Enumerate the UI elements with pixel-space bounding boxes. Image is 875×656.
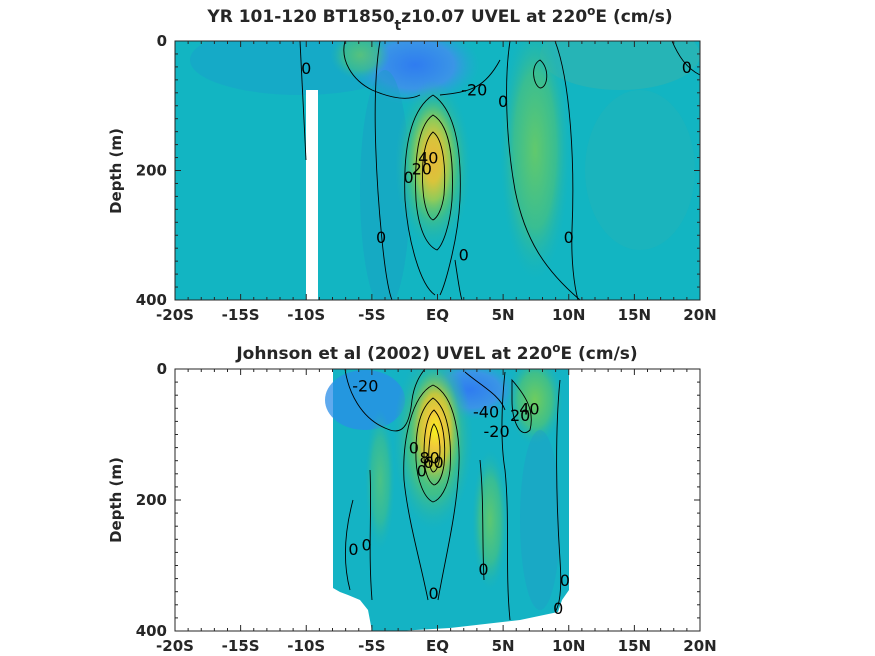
contour-label: 80 bbox=[419, 448, 439, 467]
x-tick-label: 5N bbox=[492, 306, 515, 324]
contour-label: 0 bbox=[417, 462, 427, 481]
contour-label: 20 bbox=[510, 406, 530, 425]
y-tick-label: 0 bbox=[157, 32, 167, 50]
contour-label: -20 bbox=[483, 422, 509, 441]
y-tick-label: 200 bbox=[136, 491, 167, 509]
contour-label: 0 bbox=[301, 59, 311, 78]
contour-label: -20 bbox=[461, 81, 487, 100]
x-tick-label: 15N bbox=[618, 637, 651, 655]
contour-label: -40 bbox=[473, 403, 499, 422]
x-axis: -20S -15S -10S -5S EQ 5N 10N 15N 20N bbox=[156, 41, 717, 324]
contour-label: 40 bbox=[519, 399, 539, 418]
y-tick-label: 400 bbox=[136, 622, 167, 640]
x-tick-label: EQ bbox=[426, 306, 449, 324]
contour-label: 0 bbox=[478, 560, 488, 579]
x-tick-label: -5S bbox=[358, 637, 385, 655]
contour-label: 0 bbox=[404, 168, 414, 187]
x-tick-label: -10S bbox=[287, 637, 325, 655]
contour-label: 0 bbox=[348, 540, 358, 559]
contour-label: 0 bbox=[498, 92, 508, 111]
x-tick-label: -15S bbox=[222, 637, 260, 655]
contour-lines bbox=[299, 41, 700, 300]
title-part: E (cm/s) bbox=[595, 7, 672, 27]
x-tick-label: -5S bbox=[358, 306, 385, 324]
title-part: Johnson et al (2002) UVEL at 220 bbox=[235, 344, 552, 364]
chart-title: YR 101-120 BT1850tz10.07 UVEL at 220oE (… bbox=[206, 4, 672, 34]
x-tick-label: 10N bbox=[552, 306, 585, 324]
x-tick-label: 5N bbox=[492, 637, 515, 655]
chart-title: Johnson et al (2002) UVEL at 220oE (cm/s… bbox=[235, 341, 637, 364]
panel-top: YR 101-120 BT1850tz10.07 UVEL at 220oE (… bbox=[107, 4, 717, 324]
title-part: z10.07 UVEL at 220 bbox=[401, 7, 587, 27]
contour-label: 60 bbox=[423, 453, 443, 472]
title-superscript: o bbox=[587, 4, 595, 18]
panel-bottom: Johnson et al (2002) UVEL at 220oE (cm/s… bbox=[107, 341, 717, 655]
y-tick-label: 400 bbox=[136, 291, 167, 309]
x-tick-label: -20S bbox=[156, 637, 194, 655]
contour-label: 0 bbox=[560, 571, 570, 590]
title-subscript: t bbox=[395, 18, 402, 34]
x-tick-label: -10S bbox=[287, 306, 325, 324]
title-superscript: o bbox=[552, 341, 560, 355]
x-tick-label: 20N bbox=[683, 306, 716, 324]
y-tick-label: 0 bbox=[157, 360, 167, 378]
contour-label: 40 bbox=[418, 149, 438, 168]
x-axis: -20S -15S -10S -5S EQ 5N 10N 15N 20N bbox=[156, 369, 717, 655]
x-tick-label: EQ bbox=[426, 637, 449, 655]
y-axis-label: Depth (m) bbox=[107, 457, 125, 543]
contour-label: 0 bbox=[409, 439, 419, 458]
contour-label: 0 bbox=[362, 536, 372, 555]
y-tick-label: 200 bbox=[136, 162, 167, 180]
x-tick-label: 15N bbox=[618, 306, 651, 324]
title-part: E (cm/s) bbox=[560, 344, 637, 364]
contour-lines bbox=[344, 369, 562, 621]
contour-label: 0 bbox=[459, 246, 469, 265]
title-part: YR 101-120 BT1850 bbox=[206, 7, 394, 27]
x-tick-label: -15S bbox=[222, 306, 260, 324]
contour-label: 0 bbox=[376, 228, 386, 247]
x-tick-label: 20N bbox=[683, 637, 716, 655]
contour-label: -20 bbox=[352, 376, 378, 395]
contour-label: 0 bbox=[682, 58, 692, 77]
contour-label: 0 bbox=[564, 228, 574, 247]
x-tick-label: -20S bbox=[156, 306, 194, 324]
y-axis-label: Depth (m) bbox=[107, 128, 125, 214]
contour-label: 0 bbox=[553, 599, 563, 618]
contour-label: 0 bbox=[428, 584, 438, 603]
contour-label: 20 bbox=[412, 160, 432, 179]
x-tick-label: 10N bbox=[552, 637, 585, 655]
